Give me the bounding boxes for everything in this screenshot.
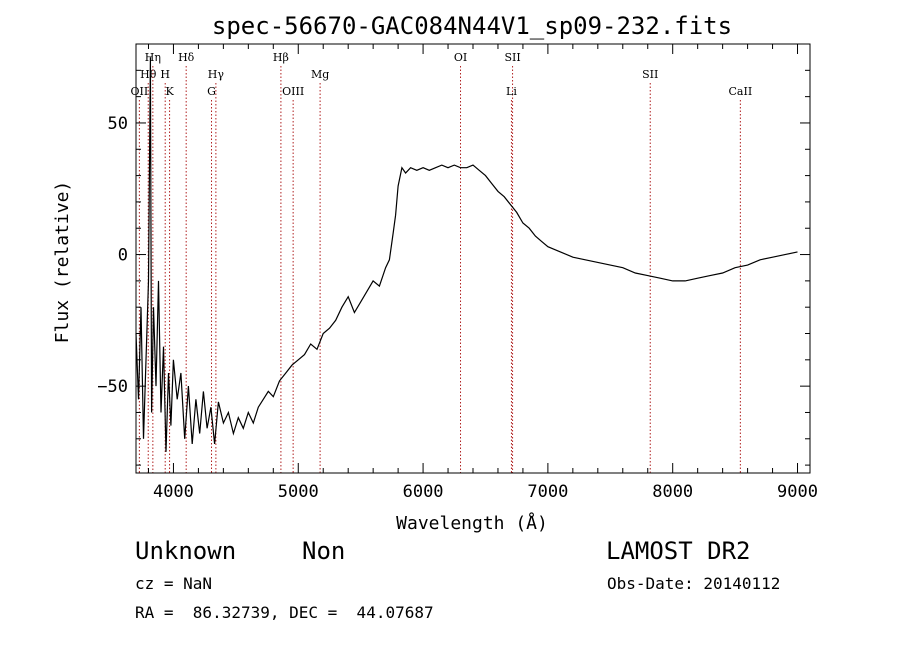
- plot-area: OII Hθ Hη HK Hδ Hγ G Hβ OIII Mg OI SII Li SII CaII 4000…: [97, 43, 818, 502]
- line-label-2: Hη: [145, 51, 161, 64]
- observation-date: Obs-Date: 20140112: [607, 574, 781, 593]
- line-label-8: Hβ: [273, 51, 289, 64]
- x-tick-label-5: 9000: [777, 482, 818, 502]
- coordinates-readout: RA = 86.32739, DEC = 44.07687: [135, 603, 434, 622]
- line-label-7: G: [207, 85, 216, 98]
- line-label-3: H: [160, 68, 170, 81]
- line-label-11: OI: [454, 51, 467, 64]
- line-label-1: Hθ: [140, 68, 157, 81]
- y-tick-label-2: 50: [108, 114, 128, 134]
- line-label-6: Hγ: [208, 68, 225, 81]
- redshift-readout: cz = NaN: [135, 574, 213, 593]
- x-tick-label-1: 5000: [278, 482, 319, 502]
- line-label-14: SII: [642, 68, 658, 81]
- line-label-10: Mg: [311, 68, 329, 81]
- line-label-12: SII: [504, 51, 520, 64]
- y-tick-label-0: −50: [97, 377, 128, 397]
- x-tick-label-2: 6000: [403, 482, 444, 502]
- line-label-15: CaII: [729, 85, 753, 98]
- object-class: Unknown: [135, 537, 237, 565]
- chart-title: spec-56670-GAC084N44V1_sp09-232.fits: [212, 12, 732, 40]
- y-tick-label-1: 0: [118, 246, 128, 266]
- survey-name: LAMOST DR2: [606, 537, 751, 565]
- object-subclass: Non: [302, 537, 346, 565]
- line-label-9: OIII: [282, 85, 304, 98]
- line-label-4: K: [165, 85, 174, 98]
- x-axis-label: Wavelength (Å): [396, 512, 548, 534]
- line-label-5: Hδ: [178, 51, 195, 64]
- x-tick-label-0: 4000: [153, 482, 194, 502]
- line-label-0: OII: [131, 85, 149, 98]
- x-tick-label-3: 7000: [527, 482, 568, 502]
- plot-frame: [135, 43, 811, 474]
- spectrum-line: [135, 57, 798, 452]
- x-tick-label-4: 8000: [652, 482, 693, 502]
- y-axis-label: Flux (relative): [52, 181, 73, 344]
- line-label-13: Li: [506, 85, 517, 98]
